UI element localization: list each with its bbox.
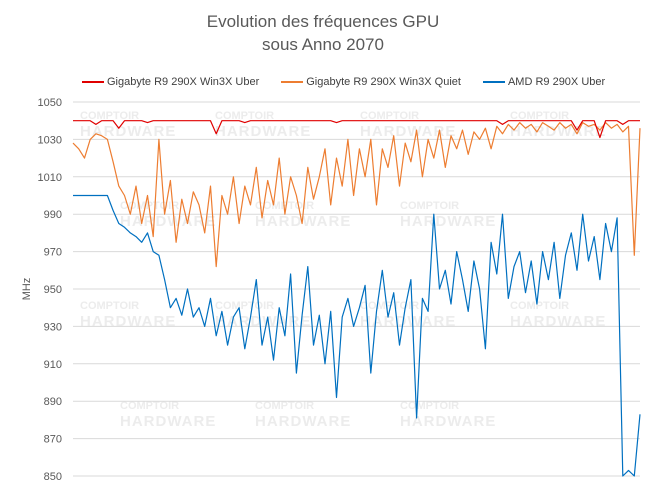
- legend-item-quiet: Gigabyte R9 290X Win3X Quiet: [281, 76, 461, 88]
- y-tick-label: 1050: [38, 97, 62, 109]
- y-tick-label: 910: [44, 359, 62, 371]
- series-line-1: [72, 121, 641, 268]
- legend-swatch: [281, 81, 304, 83]
- y-tick-label: 1010: [38, 172, 62, 184]
- legend-label: AMD R9 290X Uber: [507, 76, 606, 88]
- y-tick-label: 890: [44, 396, 62, 408]
- legend-swatch: [82, 81, 104, 83]
- legend-item-uber: Gigabyte R9 290X Win3X Uber: [82, 76, 259, 88]
- legend-item-amd: AMD R9 290X Uber: [482, 76, 606, 88]
- y-tick-label: 950: [44, 284, 62, 296]
- legend-swatch: [482, 81, 505, 83]
- title-line-2: sous Anno 2070: [262, 35, 384, 54]
- y-tick-label: 1030: [38, 134, 62, 146]
- series-line-2: [73, 194, 641, 477]
- series-line-0: [73, 120, 640, 139]
- legend: Gigabyte R9 290X Win3X Uber Gigabyte R9 …: [82, 76, 605, 88]
- y-tick-label: 990: [44, 209, 62, 221]
- y-tick-label: 970: [44, 247, 62, 259]
- y-axis-label: MHz: [21, 278, 33, 301]
- legend-label: Gigabyte R9 290X Win3X Quiet: [306, 76, 461, 88]
- title-line-1: Evolution des fréquences GPU: [206, 12, 440, 31]
- legend-label: Gigabyte R9 290X Win3X Uber: [107, 76, 260, 88]
- y-tick-label: 870: [44, 434, 62, 446]
- y-tick-label: 850: [44, 471, 62, 483]
- y-tick-label: 930: [44, 321, 62, 333]
- chart-title: Evolution des fréquences GPU sous Anno 2…: [0, 10, 646, 56]
